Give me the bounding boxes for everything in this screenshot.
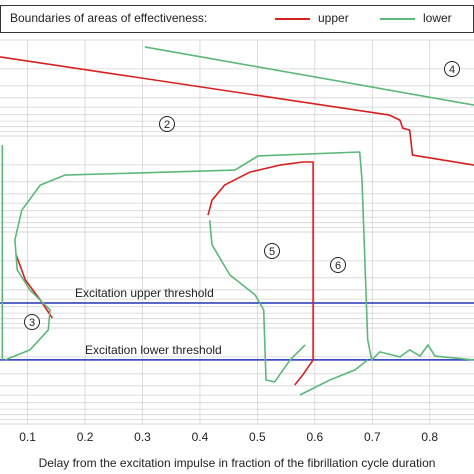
region-marker [24, 314, 40, 330]
region-marker [264, 243, 280, 259]
threshold-label: Excitation lower threshold [85, 343, 222, 357]
region-marker [444, 61, 460, 77]
x-tick-label: 0.4 [192, 430, 209, 444]
x-axis-label: Delay from the excitation impulse in fra… [39, 456, 436, 470]
region-marker [330, 257, 346, 273]
series-line [0, 56, 474, 386]
threshold-label: Excitation upper threshold [75, 286, 214, 300]
region-marker [159, 116, 175, 132]
legend-label: upper [318, 11, 349, 25]
series-line [1, 46, 474, 396]
x-tick-label: 0.7 [364, 430, 381, 444]
region-label: 5 [269, 246, 275, 258]
x-tick-label: 0.3 [134, 430, 151, 444]
legend-title: Boundaries of areas of effectiveness: [10, 11, 207, 25]
x-tick-label: 0.1 [19, 430, 36, 444]
x-tick-label: 0.8 [421, 430, 438, 444]
x-tick-label: 0.6 [307, 430, 324, 444]
region-label: 3 [29, 317, 35, 329]
x-tick-label: 0.5 [249, 430, 266, 444]
region-label: 6 [335, 260, 341, 272]
legend-label: lower [423, 11, 452, 25]
region-label: 2 [164, 119, 170, 131]
region-label: 4 [449, 64, 455, 76]
x-tick-label: 0.2 [77, 430, 94, 444]
